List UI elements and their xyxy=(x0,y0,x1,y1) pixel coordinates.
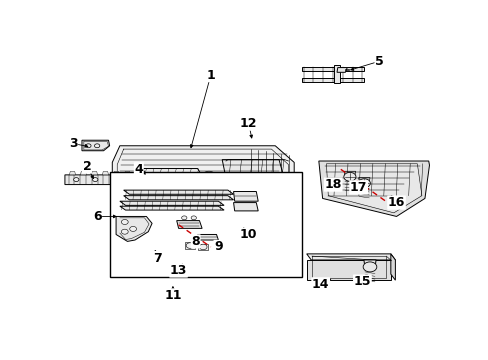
Text: 8: 8 xyxy=(191,235,200,248)
Text: 16: 16 xyxy=(387,196,405,209)
Circle shape xyxy=(85,144,91,148)
Circle shape xyxy=(202,171,215,181)
Text: 9: 9 xyxy=(214,240,222,253)
Polygon shape xyxy=(318,161,428,216)
Circle shape xyxy=(74,177,79,181)
Polygon shape xyxy=(363,260,375,266)
Polygon shape xyxy=(116,216,152,242)
Text: 4: 4 xyxy=(134,163,143,176)
Polygon shape xyxy=(173,251,206,266)
Polygon shape xyxy=(333,66,339,84)
Text: 14: 14 xyxy=(311,278,329,291)
Polygon shape xyxy=(178,246,186,252)
Text: 10: 10 xyxy=(240,228,257,241)
Polygon shape xyxy=(129,174,143,186)
Polygon shape xyxy=(82,140,109,151)
Polygon shape xyxy=(306,260,390,280)
Circle shape xyxy=(94,144,100,148)
Polygon shape xyxy=(301,67,364,71)
Polygon shape xyxy=(113,172,119,175)
Circle shape xyxy=(178,241,186,247)
Polygon shape xyxy=(120,206,224,210)
Circle shape xyxy=(343,172,355,181)
Polygon shape xyxy=(69,172,75,175)
Polygon shape xyxy=(306,254,395,260)
Text: 11: 11 xyxy=(164,289,182,302)
Polygon shape xyxy=(191,246,200,252)
Polygon shape xyxy=(123,195,233,200)
Polygon shape xyxy=(120,201,224,205)
Circle shape xyxy=(129,226,136,231)
Circle shape xyxy=(191,241,200,247)
Ellipse shape xyxy=(180,201,199,210)
Text: 13: 13 xyxy=(169,264,187,277)
Text: 15: 15 xyxy=(353,275,370,288)
Circle shape xyxy=(121,229,128,234)
Circle shape xyxy=(199,244,206,250)
Ellipse shape xyxy=(171,196,208,215)
Circle shape xyxy=(358,179,369,188)
Text: 18: 18 xyxy=(324,178,341,191)
Polygon shape xyxy=(222,159,286,187)
Circle shape xyxy=(191,216,196,220)
Polygon shape xyxy=(301,78,364,82)
Polygon shape xyxy=(198,244,208,250)
Circle shape xyxy=(186,243,193,248)
Polygon shape xyxy=(197,234,218,240)
Circle shape xyxy=(121,220,128,225)
Polygon shape xyxy=(65,175,141,185)
Circle shape xyxy=(181,216,186,220)
Polygon shape xyxy=(336,68,346,72)
Polygon shape xyxy=(124,172,130,175)
Polygon shape xyxy=(184,242,195,249)
Polygon shape xyxy=(326,164,421,213)
Polygon shape xyxy=(233,192,258,201)
Polygon shape xyxy=(358,177,369,183)
Text: 17: 17 xyxy=(349,181,366,194)
Polygon shape xyxy=(123,190,233,194)
Polygon shape xyxy=(142,168,200,174)
Polygon shape xyxy=(233,203,258,211)
Polygon shape xyxy=(91,172,97,175)
Bar xyxy=(110,172,301,278)
Text: 5: 5 xyxy=(374,55,383,68)
Circle shape xyxy=(111,177,117,181)
Polygon shape xyxy=(112,146,294,229)
Text: 2: 2 xyxy=(82,160,91,173)
Polygon shape xyxy=(81,172,86,175)
Text: 1: 1 xyxy=(206,68,215,82)
Text: 12: 12 xyxy=(240,117,257,130)
Text: 6: 6 xyxy=(93,210,101,223)
Circle shape xyxy=(92,177,98,181)
Polygon shape xyxy=(176,221,202,228)
Text: 3: 3 xyxy=(69,137,78,150)
Polygon shape xyxy=(102,172,108,175)
Polygon shape xyxy=(390,254,395,280)
Circle shape xyxy=(363,262,376,272)
Polygon shape xyxy=(344,171,355,176)
Text: 7: 7 xyxy=(153,252,162,265)
